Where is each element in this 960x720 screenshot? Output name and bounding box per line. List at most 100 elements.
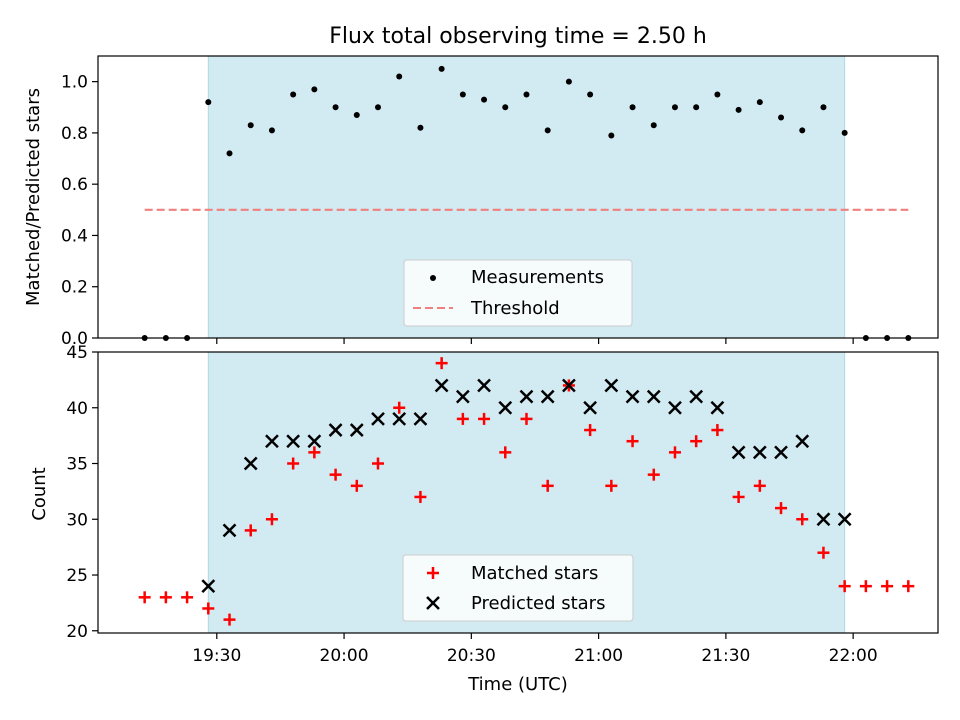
bottom-y-tick-label: 40: [66, 399, 88, 419]
matched-star-point: [838, 580, 851, 593]
bottom-y-axis-label: Count: [29, 467, 50, 520]
predicted-star-point: [222, 523, 237, 538]
matched-star-point: [817, 546, 830, 559]
matched-star-point: [372, 457, 384, 470]
predicted-star-point: [243, 456, 258, 471]
measurement-point: [438, 65, 445, 72]
measurement-point: [226, 150, 233, 157]
matched-star-point: [859, 580, 872, 593]
bottom-y-tick-label: 30: [66, 510, 88, 530]
matched-star-point: [435, 357, 448, 370]
bottom-y-tick-label: 25: [66, 566, 88, 586]
measurement-point: [417, 124, 424, 131]
measurement-point: [629, 104, 636, 111]
predicted-star-point: [689, 389, 704, 404]
measurement-point: [247, 122, 254, 129]
measurement-point: [459, 91, 466, 98]
chart-title: Flux total observing time = 2.50 h: [329, 24, 707, 49]
matched-star-point: [796, 513, 809, 526]
measurement-point: [714, 91, 721, 98]
bottom-legend-box: [402, 554, 634, 622]
matched-star-point: [265, 513, 278, 526]
measurement-point: [820, 104, 827, 111]
measurement-point: [650, 122, 657, 129]
predicted-star-point: [816, 512, 831, 527]
predicted-star-point: [519, 389, 534, 404]
bottom-x-tick-label: 21:30: [701, 646, 750, 666]
measurement-point: [544, 127, 551, 134]
predicted-star-point: [774, 445, 788, 460]
measurement-point: [565, 78, 572, 85]
bottom-x-tick-label: 21:00: [574, 646, 623, 666]
matched-star-point: [159, 591, 172, 604]
predicted-star-point: [286, 434, 301, 449]
measurement-point: [396, 73, 403, 80]
matched-star-point: [456, 412, 469, 425]
top-legend-box: [403, 259, 633, 327]
measurement-point: [290, 91, 297, 98]
predicted-star-point: [562, 378, 576, 393]
matched-star-point: [690, 435, 703, 448]
matched-star-point: [584, 424, 597, 437]
matched-star-point: [308, 446, 321, 459]
matched-star-point: [753, 479, 766, 492]
predicted-star-point: [371, 412, 385, 426]
measurement-point: [587, 91, 594, 98]
legend-matched-label: Matched stars: [471, 563, 598, 584]
top-y-tick-label: 0.6: [61, 175, 88, 195]
top-y-tick-label: 0.8: [61, 124, 88, 144]
predicted-star-point: [455, 389, 470, 404]
matched-star-point: [711, 424, 724, 437]
matched-star-point: [647, 468, 660, 481]
top-plot-panel: 0.0 0.2 0.4 0.6 0.8 1.0 Matched/Predicted sta…: [23, 55, 939, 349]
legend-matched-marker: [427, 567, 439, 579]
bottom-x-tick-label: 20:30: [447, 646, 496, 666]
bottom-x-tick-label: 19:30: [192, 646, 241, 666]
measurement-point: [311, 86, 318, 93]
measurement-point: [481, 96, 488, 103]
predicted-star-point: [307, 434, 322, 449]
measurement-point: [523, 91, 530, 98]
matched-star-point: [775, 502, 788, 515]
measurement-point: [375, 104, 381, 111]
top-legend: Measurements Threshold: [403, 259, 633, 327]
matched-star-point: [605, 479, 618, 492]
matched-star-point: [223, 613, 236, 626]
matched-star-point: [287, 457, 300, 470]
predicted-star-point: [392, 412, 407, 426]
matched-star-point: [478, 412, 491, 425]
top-y-tick-label: 0.4: [61, 226, 88, 246]
matched-star-point: [541, 479, 554, 492]
predicted-star-point: [349, 423, 364, 437]
predicted-star-point: [540, 389, 555, 404]
top-y-tick-label: 0.2: [61, 278, 88, 298]
matched-star-point: [350, 479, 363, 492]
measurement-point: [778, 114, 785, 121]
predicted-star-point: [837, 512, 852, 527]
predicted-star-point: [498, 400, 513, 415]
measurement-point: [735, 106, 742, 113]
predicted-star-point: [265, 434, 279, 449]
legend-threshold-label: Threshold: [470, 298, 560, 319]
matched-star-point: [138, 591, 151, 604]
legend-predicted-label: Predicted stars: [471, 593, 605, 614]
top-plot-frame: [97, 55, 939, 339]
measurement-point: [205, 99, 212, 106]
predicted-star-point: [583, 400, 598, 415]
bottom-legend: Matched stars Predicted stars: [402, 554, 634, 622]
matched-star-point: [414, 490, 427, 503]
top-y-tick-label: 1.0: [61, 73, 88, 93]
bottom-y-tick-label: 20: [66, 622, 88, 642]
predicted-star-point: [625, 389, 640, 404]
x-axis-label: Time (UTC): [467, 674, 568, 695]
predicted-star-point: [646, 389, 661, 404]
measurement-point: [502, 104, 509, 111]
bottom-x-tick-label: 22:00: [829, 646, 878, 666]
predicted-star-point: [413, 412, 428, 426]
predicted-star-point: [604, 378, 619, 393]
predicted-star-point: [668, 400, 682, 415]
matched-star-point: [329, 468, 342, 481]
measurement-point: [799, 127, 806, 134]
matched-star-point: [881, 580, 894, 593]
